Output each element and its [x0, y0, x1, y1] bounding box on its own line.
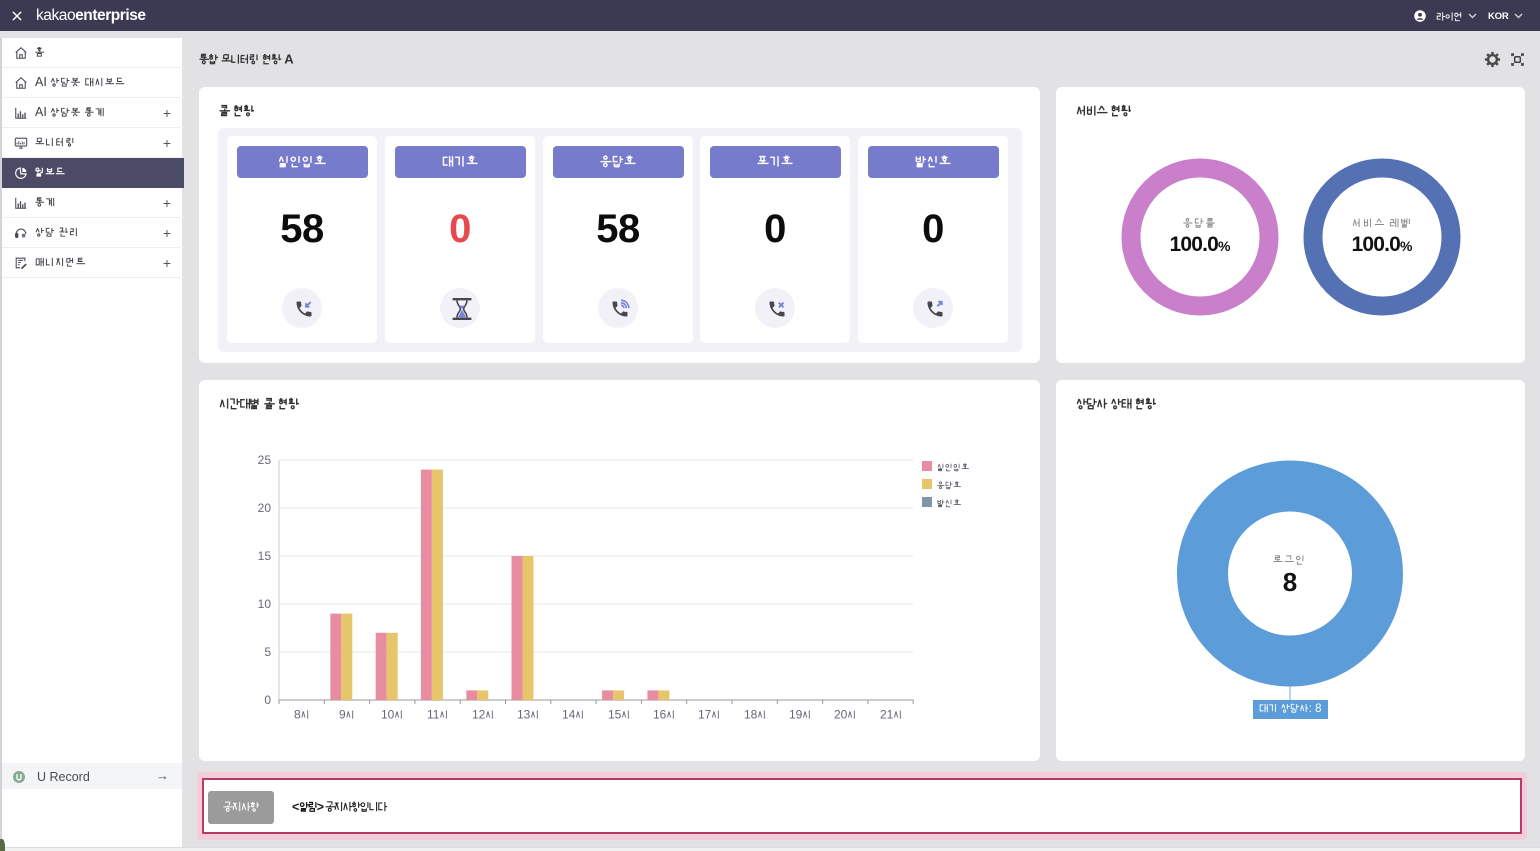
svg-text:8: 8: [1315, 703, 1321, 715]
svg-text:18: 18: [744, 708, 758, 722]
svg-text:<: <: [292, 800, 299, 814]
svg-text::: :: [1309, 703, 1312, 715]
svg-text:8: 8: [294, 708, 301, 722]
svg-text:>: >: [317, 800, 324, 814]
svg-text:11: 11: [427, 708, 440, 722]
svg-text:5: 5: [264, 645, 271, 659]
svg-text:AI: AI: [35, 105, 47, 119]
svg-text:17: 17: [698, 708, 712, 722]
svg-text:20: 20: [258, 501, 272, 515]
svg-text:10: 10: [258, 597, 272, 611]
svg-text:AI: AI: [35, 75, 47, 89]
svg-text:12: 12: [472, 708, 486, 722]
svg-text:16: 16: [653, 708, 667, 722]
svg-text:14: 14: [562, 708, 576, 722]
svg-text:15: 15: [258, 549, 272, 563]
svg-text:0: 0: [264, 693, 271, 707]
svg-text:13: 13: [517, 708, 531, 722]
svg-text:19: 19: [789, 708, 803, 722]
svg-text:15: 15: [608, 708, 622, 722]
svg-text:10: 10: [381, 708, 395, 722]
svg-text:A: A: [284, 52, 294, 67]
svg-text:21: 21: [880, 708, 894, 722]
svg-text:20: 20: [834, 708, 848, 722]
svg-text:25: 25: [258, 453, 272, 467]
svg-text:9: 9: [339, 708, 346, 722]
